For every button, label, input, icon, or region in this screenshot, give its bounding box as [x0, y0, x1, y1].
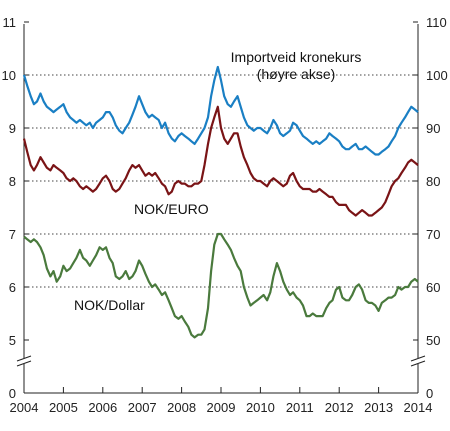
y-tick-label-right: 50	[426, 333, 440, 348]
y-tick-label-right: 0	[426, 386, 433, 401]
series-line-dollar	[23, 232, 419, 339]
series-annotation-importveid: (høyre akse)	[257, 66, 336, 82]
y-tick-label-left: 6	[9, 280, 16, 295]
axis-break-right	[410, 355, 426, 367]
y-tick-label-right: 80	[426, 174, 440, 189]
x-tick-label: 2014	[404, 400, 433, 415]
y-tick-label-left: 7	[9, 227, 16, 242]
x-tick-label: 2011	[286, 400, 314, 415]
y-tick-label-right: 110	[426, 15, 447, 30]
y-tick-label-right: 60	[426, 280, 440, 295]
y-tick-label-left: 5	[9, 333, 16, 348]
annotations: Importveid kronekurs(høyre akse) NOK/EURO…	[74, 49, 361, 313]
series-lines	[22, 65, 419, 339]
x-tick-label: 2007	[128, 400, 157, 415]
series-annotation-dollar: NOK/Dollar	[74, 297, 145, 313]
x-tick-label: 2009	[207, 400, 236, 415]
y-tick-label-left: 8	[9, 174, 16, 189]
x-tick-label: 2004	[10, 400, 39, 415]
y-tick-label-left: 9	[9, 121, 16, 136]
x-tick-label: 2013	[364, 400, 393, 415]
series-annotation-importveid: Importveid kronekurs	[231, 49, 362, 65]
series-line-importveid	[22, 65, 419, 156]
y-tick-label-right: 100	[426, 68, 448, 83]
x-tick-label: 2008	[167, 400, 196, 415]
x-tick-label: 2005	[49, 400, 78, 415]
x-tick-label: 2006	[88, 400, 117, 415]
series-line-euro	[22, 105, 419, 217]
y-tick-label-right: 90	[426, 121, 440, 136]
x-tick-label: 2012	[325, 400, 354, 415]
y-tick-label-left: 0	[9, 386, 16, 401]
series-annotation-euro: NOK/EURO	[134, 201, 209, 217]
axis-break-left	[16, 355, 32, 367]
y-tick-label-right: 70	[426, 227, 440, 242]
x-tick-label: 2010	[246, 400, 275, 415]
y-tick-label-left: 10	[2, 68, 16, 83]
axes	[16, 21, 426, 394]
y-tick-label-left: 11	[3, 15, 17, 30]
